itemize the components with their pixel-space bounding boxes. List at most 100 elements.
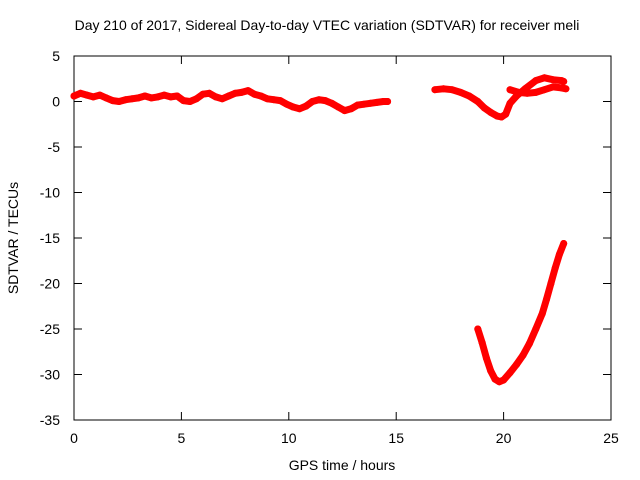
data-point [549,83,557,91]
data-point [167,93,175,101]
data-point [96,91,104,99]
y-tick-label: -35 [40,412,60,428]
data-point [270,96,278,104]
data-point [482,354,490,362]
data-point [341,107,349,115]
data-point [257,92,265,100]
data-point [560,78,568,85]
data-point [328,99,336,107]
data-point [192,95,200,103]
data-point [540,74,548,82]
data-point [440,85,447,93]
data-point [244,87,252,95]
data-point [321,97,329,105]
data-point [549,76,557,84]
series-layer [70,74,570,386]
data-point [186,98,194,105]
x-tick-label: 20 [496,430,512,446]
data-point [109,97,117,105]
data-point [334,103,342,111]
data-point [302,102,310,110]
data-point [523,89,531,97]
data-point [134,94,142,102]
data-point [70,92,78,100]
data-point [141,92,149,100]
data-point [465,92,473,100]
y-tick-label: -20 [40,276,60,292]
axis-ticks [73,55,612,421]
data-point [474,98,482,105]
data-point [76,89,84,97]
data-point [122,96,130,104]
data-point [532,325,540,333]
data-point [89,93,97,101]
data-point [283,100,291,108]
data-point [551,264,559,272]
x-axis-label: GPS time / hours [289,457,396,473]
x-tick-label: 5 [178,430,186,446]
data-point [205,89,213,97]
data-point [500,376,508,384]
data-point [231,89,239,97]
data-point [532,77,540,85]
data-point [354,101,361,109]
data-point [225,92,233,100]
axis-tick-labels: 0 5 10 15 20 25 5 0 -5 -10 -15 -20 -25 -30 -35 [40,48,619,446]
y-tick-label: -30 [40,367,60,383]
data-point [478,339,486,347]
data-point [506,99,514,107]
data-point [562,85,570,93]
x-tick-label: 10 [281,430,297,446]
data-point [515,88,523,96]
y-tick-label: -5 [48,139,61,155]
x-tick-label: 0 [70,430,78,446]
data-point [218,95,226,103]
data-point [525,340,533,348]
data-point [308,98,316,105]
data-point [154,93,162,101]
data-point [543,295,551,303]
data-point [180,97,187,105]
data-point [250,90,258,98]
data-point [540,86,548,94]
chart-title: Day 210 of 2017, Sidereal Day-to-day VTE… [75,17,580,33]
x-tick-label: 25 [603,430,619,446]
y-tick-label: -15 [40,230,60,246]
data-point [102,94,110,102]
data-point [212,93,220,101]
data-point [83,91,91,99]
data-point [538,310,546,317]
data-point [506,369,514,377]
data-point [555,250,563,258]
series-line-segment-4 [474,240,568,386]
data-point [448,86,456,94]
data-point [480,104,488,112]
data-point [560,240,568,247]
data-point [128,95,136,103]
data-point [173,92,181,100]
data-point [431,86,439,94]
data-point [457,88,465,96]
data-point [289,103,297,111]
data-point [547,280,555,287]
data-point [513,361,520,368]
data-point [532,88,540,96]
data-point [384,98,392,105]
data-point [519,351,527,359]
data-point [115,98,123,105]
series-line-segment-2 [431,74,568,121]
data-point [487,367,495,375]
x-tick-label: 15 [388,430,404,446]
y-tick-label: -10 [40,185,60,201]
data-point [366,99,374,107]
data-point [347,105,355,113]
data-point [360,100,368,108]
data-point [315,96,323,104]
data-point [296,105,303,113]
data-point [373,98,381,106]
data-point [474,325,482,333]
y-tick-label: 5 [52,48,60,64]
y-axis-label: SDTVAR / TECUs [5,182,21,294]
data-point [487,108,495,116]
